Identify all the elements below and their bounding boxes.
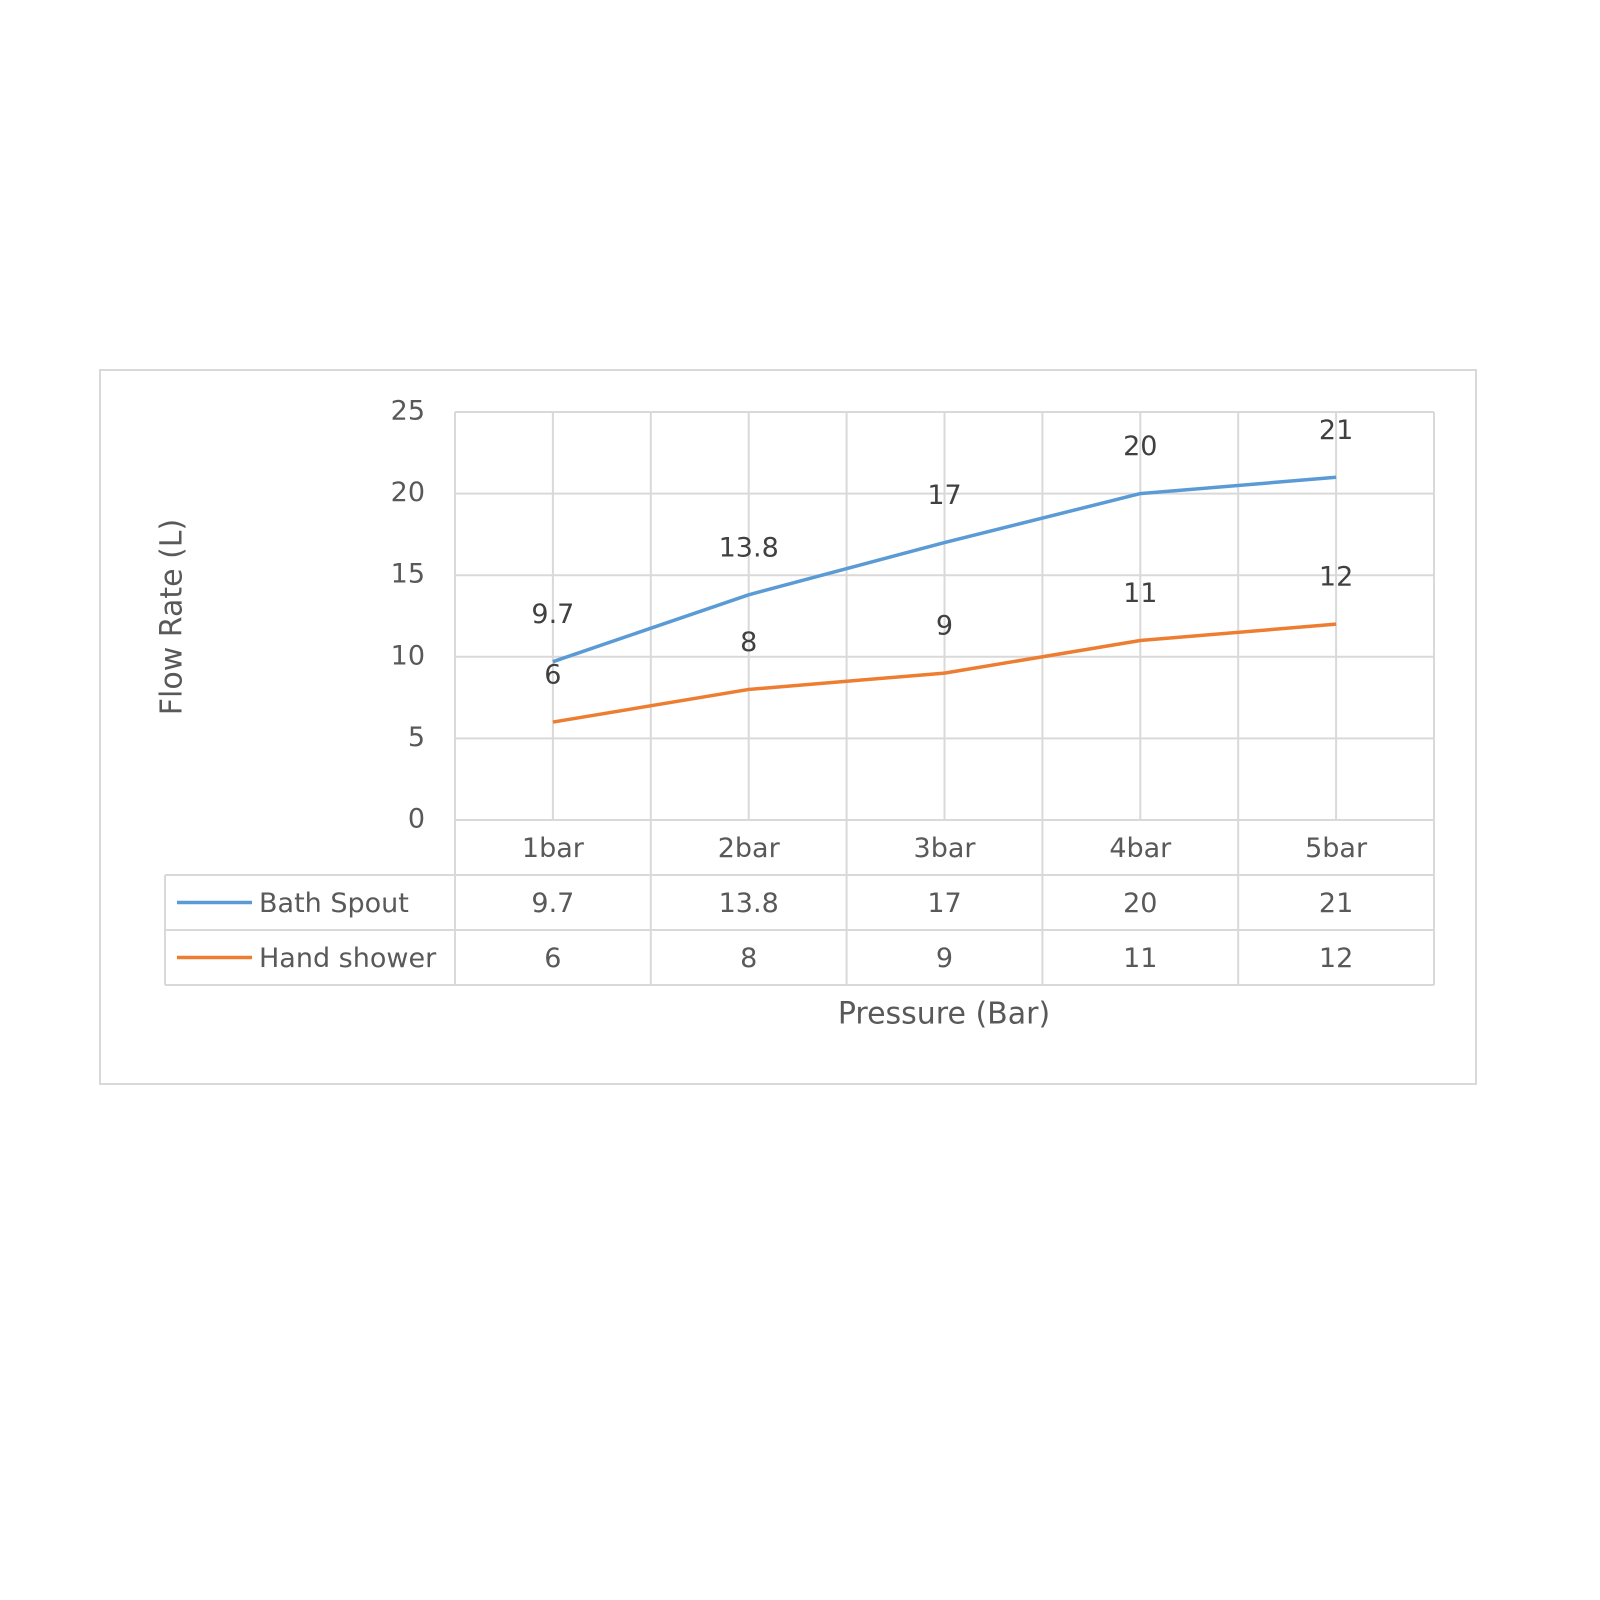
y-axis-title: Flow Rate (L) bbox=[155, 519, 190, 715]
y-tick-label: 5 bbox=[408, 722, 425, 753]
y-tick-label: 15 bbox=[391, 559, 425, 590]
chart-frame bbox=[99, 369, 1477, 1085]
x-tick-label: 4bar bbox=[1109, 833, 1172, 864]
data-label: 12 bbox=[1319, 562, 1353, 593]
data-label: 9 bbox=[936, 611, 953, 642]
series-line bbox=[552, 622, 1337, 724]
table-value: 17 bbox=[927, 888, 961, 919]
y-tick-label: 0 bbox=[408, 804, 425, 835]
table-value: 9 bbox=[936, 943, 953, 974]
series-line bbox=[552, 475, 1337, 664]
table-value: 11 bbox=[1123, 943, 1157, 974]
y-tick-label: 25 bbox=[391, 396, 425, 427]
x-tick-label: 1bar bbox=[522, 833, 585, 864]
table-value: 21 bbox=[1319, 888, 1353, 919]
table-value: 13.8 bbox=[719, 888, 779, 919]
legend-label: Hand shower bbox=[259, 943, 437, 974]
y-tick-label: 20 bbox=[391, 477, 425, 508]
data-label: 9.7 bbox=[531, 599, 574, 630]
x-tick-label: 3bar bbox=[914, 833, 977, 864]
data-label: 21 bbox=[1319, 415, 1353, 446]
data-label: 20 bbox=[1123, 431, 1157, 462]
table-value: 6 bbox=[544, 943, 561, 974]
table-value: 8 bbox=[740, 943, 757, 974]
data-label: 13.8 bbox=[719, 532, 779, 563]
data-label: 17 bbox=[927, 480, 961, 511]
data-label: 11 bbox=[1123, 578, 1157, 609]
legend-label: Bath Spout bbox=[259, 888, 409, 919]
table-value: 12 bbox=[1319, 943, 1353, 974]
data-label: 8 bbox=[740, 627, 757, 658]
data-label: 6 bbox=[544, 660, 561, 691]
x-tick-label: 5bar bbox=[1305, 833, 1368, 864]
table-value: 20 bbox=[1123, 888, 1157, 919]
x-axis-title: Pressure (Bar) bbox=[838, 997, 1050, 1032]
table-value: 9.7 bbox=[531, 888, 574, 919]
x-tick-label: 2bar bbox=[718, 833, 781, 864]
y-tick-label: 10 bbox=[391, 640, 425, 671]
